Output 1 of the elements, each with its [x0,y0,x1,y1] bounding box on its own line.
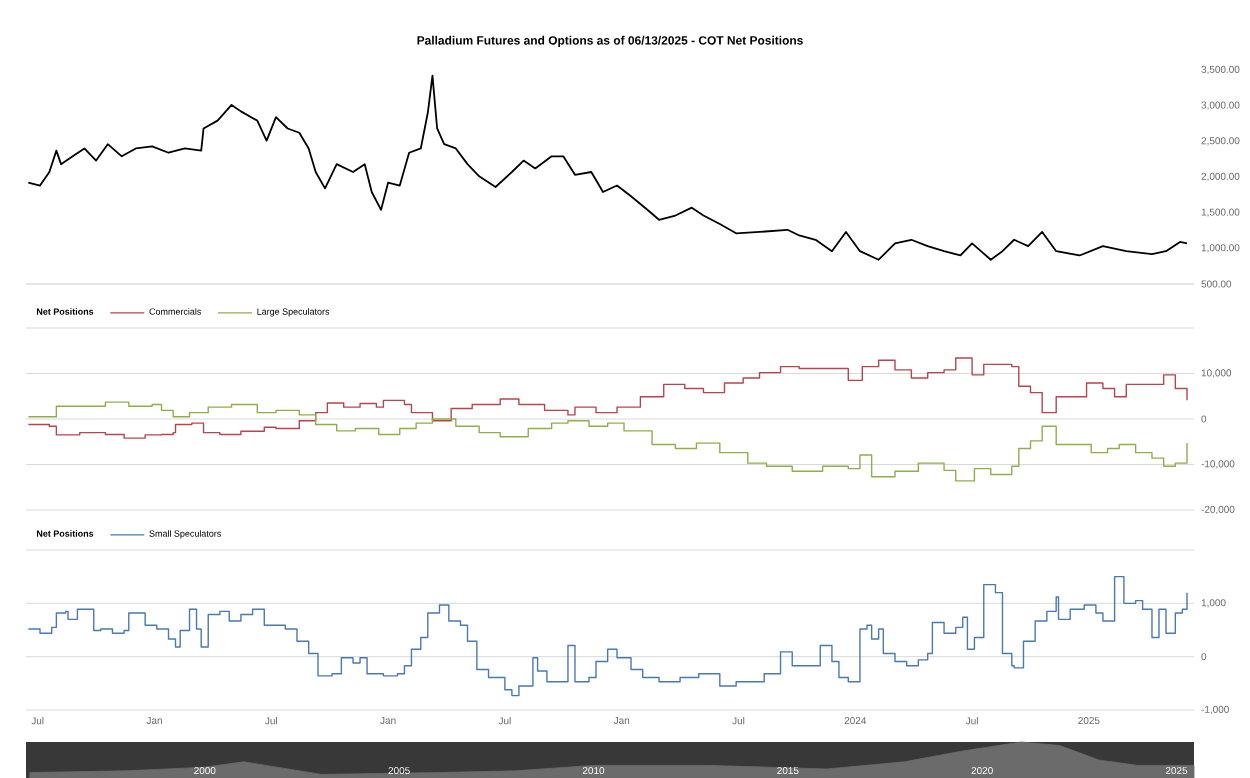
line-series [27,74,1188,261]
